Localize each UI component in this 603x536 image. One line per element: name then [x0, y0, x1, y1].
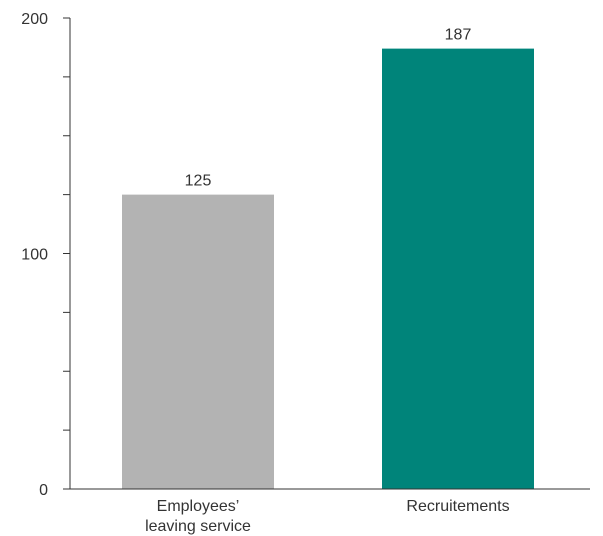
data-label: 187 — [445, 27, 472, 44]
x-tick-label-line: leaving service — [145, 518, 251, 535]
bars: 125 187 — [122, 27, 534, 490]
x-tick-label: Employees’ leaving service — [145, 498, 251, 535]
y-tick-label: 0 — [39, 482, 48, 499]
bar — [122, 194, 274, 489]
bar — [382, 48, 534, 490]
y-tick-label: 100 — [21, 247, 48, 264]
x-tick-label-line: Recruitements — [406, 498, 509, 515]
y-axis: 0 100 200 — [21, 11, 71, 499]
x-tick-label-line: Employees’ — [157, 498, 240, 515]
y-tick-label: 200 — [21, 11, 48, 28]
x-tick-label: Recruitements — [406, 498, 509, 515]
data-label: 125 — [185, 173, 212, 190]
x-axis: Employees’ leaving service Recruitements — [63, 488, 590, 535]
